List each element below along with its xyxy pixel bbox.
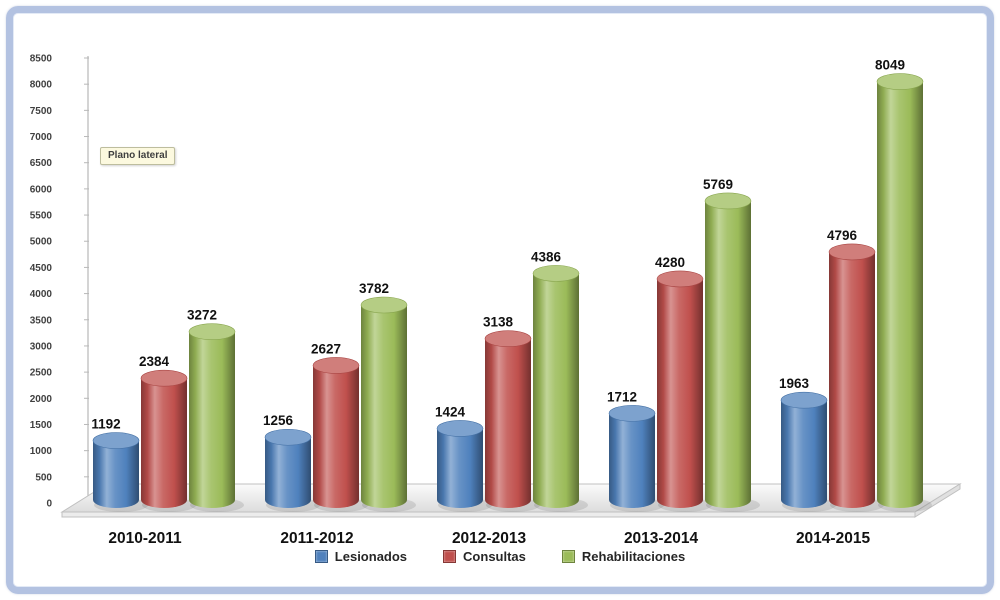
legend-item-consultas: Consultas [443, 549, 526, 564]
legend-label-lesionados: Lesionados [334, 549, 408, 564]
category-label: 2013-2014 [624, 530, 699, 547]
value-label: 4280 [655, 255, 685, 270]
value-label: 1963 [779, 376, 810, 391]
svg-text:2000: 2000 [30, 394, 53, 405]
legend-label-rehabilitaciones: Rehabilitaciones [581, 549, 686, 564]
legend-swatch-rehabilitaciones [561, 550, 575, 563]
value-label: 3272 [187, 308, 217, 323]
category-label: 2011-2012 [280, 530, 353, 547]
value-label: 5769 [703, 177, 733, 192]
category-label: 2010-2011 [108, 530, 182, 547]
svg-text:6500: 6500 [30, 158, 53, 169]
svg-text:8000: 8000 [30, 80, 53, 91]
legend-swatch-consultas [443, 550, 457, 563]
value-label: 4386 [531, 249, 562, 264]
value-label: 1256 [263, 413, 294, 428]
svg-text:500: 500 [35, 472, 52, 483]
category-label: 2014-2015 [796, 530, 871, 547]
svg-text:0: 0 [46, 499, 52, 510]
svg-text:8500: 8500 [30, 54, 53, 65]
legend-item-lesionados: Lesionados [314, 549, 408, 564]
chart-legend: Lesionados Consultas Rehabilitaciones [0, 549, 1000, 564]
value-label: 3782 [359, 281, 389, 296]
plano-lateral-label: Plano lateral [108, 150, 168, 161]
legend-item-rehabilitaciones: Rehabilitaciones [561, 549, 686, 564]
svg-text:2500: 2500 [30, 368, 53, 379]
plano-lateral-note: Plano lateral [100, 147, 176, 165]
svg-text:7000: 7000 [30, 132, 53, 143]
legend-swatch-lesionados [314, 550, 328, 563]
value-label: 8049 [875, 58, 905, 73]
svg-text:3000: 3000 [30, 341, 53, 352]
svg-text:5000: 5000 [30, 237, 53, 248]
svg-text:5500: 5500 [30, 211, 53, 222]
svg-text:1500: 1500 [30, 420, 53, 431]
category-label: 2012-2013 [452, 530, 527, 547]
svg-text:4000: 4000 [30, 289, 53, 300]
value-label: 3138 [483, 315, 514, 330]
svg-text:7500: 7500 [30, 106, 53, 117]
svg-text:4500: 4500 [30, 263, 53, 274]
value-label: 4796 [827, 228, 858, 243]
value-label: 1424 [435, 404, 466, 419]
value-label: 2627 [311, 341, 341, 356]
svg-text:6000: 6000 [30, 184, 53, 195]
svg-text:1000: 1000 [30, 446, 53, 457]
svg-text:3500: 3500 [30, 315, 53, 326]
value-label: 1712 [607, 389, 637, 404]
value-label: 1192 [91, 417, 120, 432]
legend-label-consultas: Consultas [463, 549, 526, 564]
value-label: 2384 [139, 354, 170, 369]
